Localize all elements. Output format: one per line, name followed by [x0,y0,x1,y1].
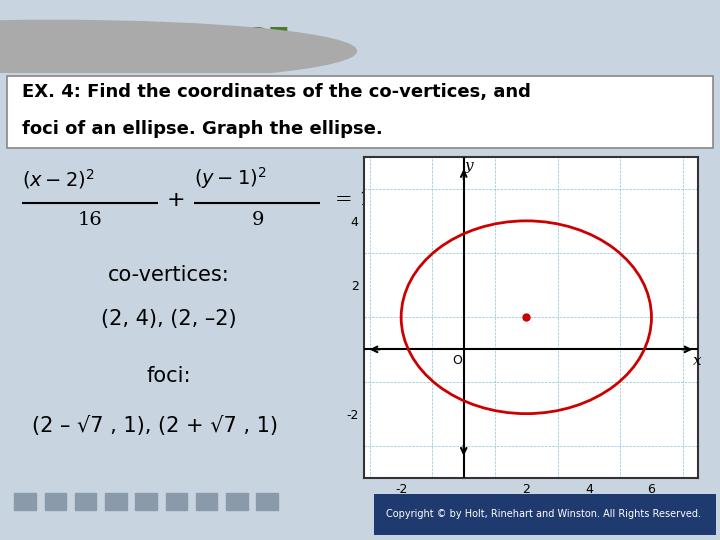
Bar [135,493,157,510]
Circle shape [0,26,299,76]
Text: foci:: foci: [147,366,192,386]
Bar [75,493,96,510]
Text: PRACTICE: PRACTICE [108,26,291,59]
Text: (2, 4), (2, –2): (2, 4), (2, –2) [102,308,237,329]
Text: $(y - 1)^2$: $(y - 1)^2$ [194,165,267,191]
Circle shape [0,32,241,70]
Text: 9: 9 [251,212,264,230]
Text: O: O [452,354,462,367]
Text: co-vertices:: co-vertices: [108,265,230,285]
Text: x: x [693,354,701,368]
Circle shape [0,21,356,82]
FancyBboxPatch shape [7,76,713,148]
Text: Copyright © by Holt, Rinehart and Winston. All Rights Reserved.: Copyright © by Holt, Rinehart and Winsto… [386,509,701,519]
Circle shape [0,38,184,64]
Text: $(x - 2)^2$: $(x - 2)^2$ [22,167,94,191]
Bar [105,493,127,510]
Text: = 1: = 1 [335,190,372,209]
Bar [196,493,217,510]
Text: foci of an ellipse. Graph the ellipse.: foci of an ellipse. Graph the ellipse. [22,120,382,138]
Text: (2 – √7 , 1), (2 + √7 , 1): (2 – √7 , 1), (2 + √7 , 1) [32,416,278,436]
Text: +: + [167,190,186,210]
Text: y: y [465,159,474,173]
Bar [166,493,187,510]
Circle shape [0,44,126,58]
Bar [256,493,278,510]
Text: 16: 16 [78,212,102,230]
Bar [45,493,66,510]
Text: EX. 4: Find the coordinates of the co-vertices, and: EX. 4: Find the coordinates of the co-ve… [22,84,531,102]
Bar [374,494,716,535]
Bar [14,493,36,510]
Bar [226,493,248,510]
